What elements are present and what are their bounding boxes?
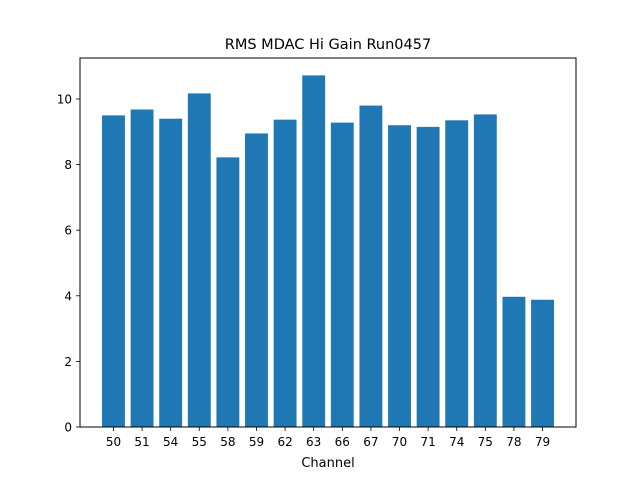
x-axis: 50 51 54 55 58 59 62 63 66 67 70 71 74 75 78 79 [106,427,550,449]
x-tick-label: 75 [478,435,493,449]
bar-54 [159,118,183,428]
bar-67 [359,105,383,427]
y-tick-label: 2 [64,355,72,369]
x-tick-label: 63 [306,435,321,449]
bar-62 [273,119,297,427]
y-axis: 0 2 4 6 8 10 [57,93,80,435]
bar-63 [302,75,326,427]
bar-59 [245,133,268,427]
x-tick-label: 50 [106,435,121,449]
bar-74 [445,120,469,427]
bar-58 [216,157,240,427]
chart-title: RMS MDAC Hi Gain Run0457 [225,37,431,53]
bar-50 [102,115,125,428]
x-tick-label: 58 [220,435,235,449]
x-tick-label: 55 [192,435,207,449]
bar-78 [502,296,526,427]
x-tick-label: 79 [535,435,550,449]
x-axis-label: Channel [301,456,354,471]
x-tick-label: 66 [335,435,350,449]
x-tick-label: 78 [506,435,521,449]
x-tick-label: 71 [420,435,435,449]
bar-75 [473,114,497,427]
y-tick-label: 4 [64,289,72,303]
plot-frame [79,57,577,428]
bars-layer [102,75,554,428]
y-tick-label: 0 [64,421,72,435]
x-tick-label: 51 [134,435,149,449]
bar-66 [330,122,354,427]
bar-55 [187,93,211,427]
x-tick-label: 62 [277,435,292,449]
bar-70 [388,125,411,428]
bar-71 [416,126,440,427]
y-tick-label: 10 [57,93,72,107]
bar-51 [130,109,154,427]
y-tick-label: 6 [64,224,72,238]
x-tick-label: 67 [363,435,378,449]
y-tick-label: 8 [64,158,72,172]
x-tick-label: 70 [392,435,407,449]
x-tick-label: 59 [249,435,264,449]
bar-79 [531,299,554,427]
x-tick-label: 54 [163,435,178,449]
x-tick-label: 74 [449,435,464,449]
